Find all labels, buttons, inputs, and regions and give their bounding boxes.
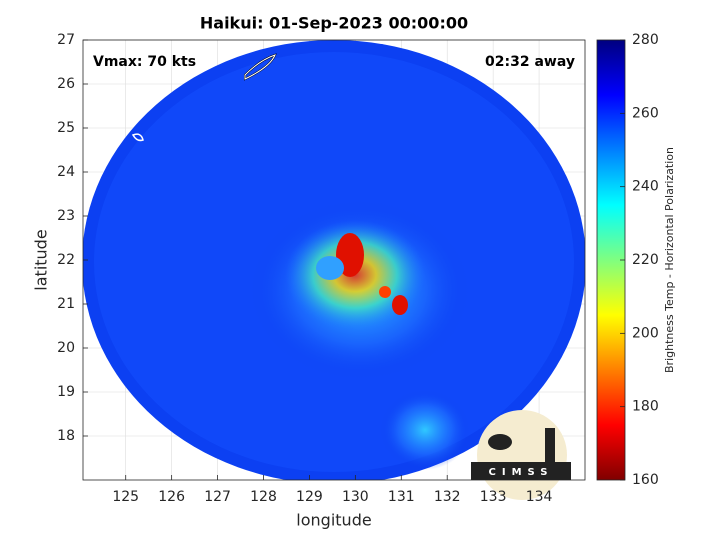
logo-text: CIMSS: [489, 467, 554, 478]
x-tick-label: 134: [526, 489, 553, 505]
colorbar-tick-label: 160: [632, 472, 659, 488]
x-tick-label: 130: [342, 489, 369, 505]
x-axis-label: longitude: [296, 511, 371, 530]
x-tick-label: 128: [250, 489, 277, 505]
colorbar-tick-label: 240: [632, 179, 659, 195]
eye: [316, 256, 344, 280]
y-tick-label: 19: [57, 384, 75, 400]
colorbar-tick-label: 220: [632, 252, 659, 268]
logo: CIMSS: [471, 410, 571, 500]
colorbar-label: Brightness Temp - Horizontal Polarizatio…: [663, 147, 676, 373]
x-tick-label: 127: [204, 489, 231, 505]
y-tick-label: 25: [57, 120, 75, 136]
coastline: [244, 54, 276, 80]
plot-area: CIMSS Vmax: 70 kts 02:32 away: [82, 39, 586, 500]
x-tick-label: 131: [388, 489, 415, 505]
y-tick-label: 20: [57, 340, 75, 356]
colorbar-tick-label: 180: [632, 399, 659, 415]
logo-bar: [471, 462, 571, 480]
colorbar-tick-label: 280: [632, 32, 659, 48]
logo-dish: [488, 434, 512, 450]
x-tick-label: 129: [296, 489, 323, 505]
logo-tower: [545, 428, 555, 462]
y-tick-label: 21: [57, 296, 75, 312]
x-tick-label: 125: [112, 489, 139, 505]
colorbar-tick-label: 260: [632, 105, 659, 121]
swath: [83, 40, 585, 480]
coastline: [131, 133, 144, 142]
y-tick-label: 26: [57, 76, 75, 92]
x-tick-label: 133: [480, 489, 507, 505]
y-axis-label: latitude: [32, 229, 51, 290]
annotation: 02:32 away: [485, 54, 575, 70]
colorbar-tick-label: 200: [632, 325, 659, 341]
y-tick-label: 22: [57, 252, 75, 268]
x-tick-label: 126: [158, 489, 185, 505]
annotation: Vmax: 70 kts: [93, 54, 196, 70]
y-tick-label: 24: [57, 164, 75, 180]
y-tick-label: 18: [57, 428, 75, 444]
rain-band: [380, 390, 470, 470]
eyewall-max: [379, 286, 391, 298]
x-tick-label: 132: [434, 489, 461, 505]
title: Haikui: 01-Sep-2023 00:00:00: [200, 14, 468, 33]
y-tick-label: 23: [57, 208, 75, 224]
eyewall-max: [392, 295, 408, 315]
y-tick-label: 27: [57, 32, 75, 48]
